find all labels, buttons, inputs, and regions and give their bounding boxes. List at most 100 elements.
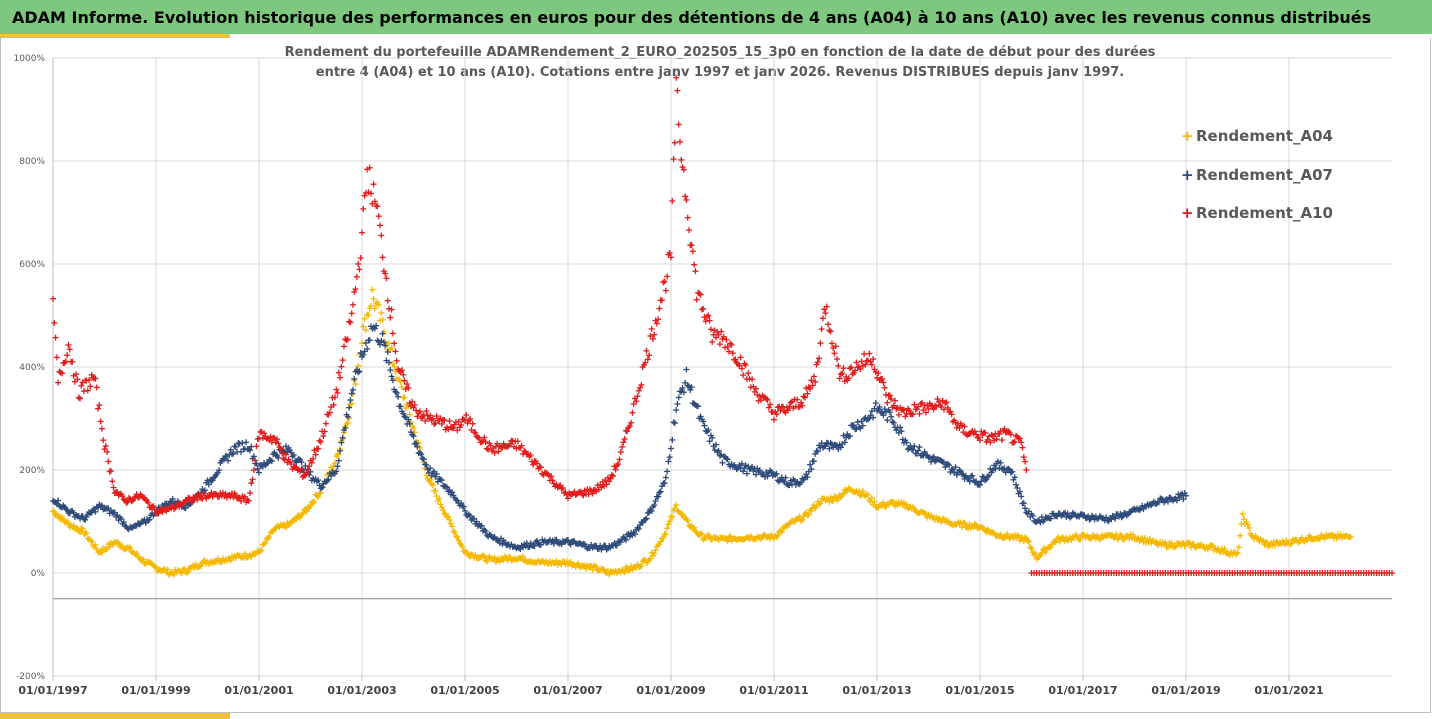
data-point-Rendement_A10: [861, 351, 868, 358]
data-point-Rendement_A10: [612, 466, 619, 473]
data-point-Rendement_A04: [691, 524, 698, 531]
data-point-Rendement_A04: [92, 541, 99, 548]
data-point-Rendement_A10: [702, 318, 709, 325]
data-point-Rendement_A10: [828, 340, 835, 347]
y-tick-label: 800%: [19, 157, 45, 167]
data-point-Rendement_A07: [432, 473, 439, 480]
data-point-Rendement_A10: [658, 297, 665, 304]
data-point-Rendement_A04: [369, 286, 376, 293]
data-point-Rendement_A10: [674, 87, 681, 94]
x-tick-label: 01/01/2009: [636, 684, 705, 697]
data-point-Rendement_A10: [98, 425, 105, 432]
data-point-Rendement_A07: [356, 368, 363, 375]
data-point-Rendement_A07: [344, 413, 351, 420]
data-point-Rendement_A04: [692, 528, 699, 535]
data-point-Rendement_A04: [441, 510, 448, 517]
data-point-Rendement_A04: [379, 316, 386, 323]
x-tick-label: 01/01/2005: [430, 684, 499, 697]
data-point-Rendement_A04: [429, 482, 436, 489]
data-point-Rendement_A04: [662, 531, 669, 538]
data-point-Rendement_A04: [437, 501, 444, 508]
data-point-Rendement_A10: [322, 420, 329, 427]
data-point-Rendement_A10: [902, 413, 909, 420]
data-point-Rendement_A10: [688, 242, 695, 249]
data-point-Rendement_A04: [299, 510, 306, 517]
data-point-Rendement_A10: [998, 437, 1005, 444]
data-point-Rendement_A04: [127, 544, 134, 551]
data-point-Rendement_A10: [64, 352, 71, 359]
data-point-Rendement_A04: [459, 543, 466, 550]
data-point-Rendement_A04: [440, 506, 447, 513]
data-point-Rendement_A07: [675, 394, 682, 401]
data-point-Rendement_A04: [1237, 532, 1244, 539]
data-point-Rendement_A04: [114, 539, 121, 546]
data-point-Rendement_A10: [249, 476, 256, 483]
data-point-Rendement_A04: [262, 539, 269, 546]
data-point-Rendement_A07: [347, 397, 354, 404]
data-point-Rendement_A07: [118, 515, 125, 522]
data-point-Rendement_A07: [701, 422, 708, 429]
data-point-Rendement_A04: [297, 514, 304, 521]
data-point-Rendement_A04: [519, 553, 526, 560]
data-point-Rendement_A04: [303, 508, 310, 515]
x-tick-label: 01/01/2003: [327, 684, 396, 697]
data-point-Rendement_A07: [146, 516, 153, 523]
data-point-Rendement_A10: [320, 433, 327, 440]
data-point-Rendement_A10: [50, 295, 56, 302]
data-point-Rendement_A10: [620, 439, 627, 446]
data-point-Rendement_A04: [831, 493, 838, 500]
data-point-Rendement_A04: [265, 534, 272, 541]
data-point-Rendement_A10: [69, 358, 76, 365]
data-point-Rendement_A07: [275, 454, 282, 461]
data-point-Rendement_A07: [79, 513, 86, 520]
data-point-Rendement_A10: [716, 341, 723, 348]
data-point-Rendement_A10: [840, 365, 847, 372]
data-point-Rendement_A04: [697, 530, 704, 537]
data-point-Rendement_A04: [115, 540, 122, 547]
data-point-Rendement_A07: [373, 322, 380, 329]
data-point-Rendement_A07: [386, 359, 393, 366]
data-point-Rendement_A10: [65, 341, 72, 348]
legend-marker: +: [1181, 204, 1194, 222]
data-point-Rendement_A04: [1235, 544, 1242, 551]
data-point-Rendement_A10: [834, 356, 841, 363]
data-point-Rendement_A07: [225, 457, 232, 464]
data-point-Rendement_A04: [989, 529, 996, 536]
data-point-Rendement_A07: [64, 507, 71, 514]
data-point-Rendement_A04: [1022, 534, 1029, 541]
data-point-Rendement_A10: [57, 369, 64, 376]
data-point-Rendement_A10: [745, 370, 752, 377]
data-point-Rendement_A04: [389, 360, 396, 367]
data-point-Rendement_A04: [1038, 549, 1045, 556]
data-point-Rendement_A10: [693, 296, 700, 303]
data-point-Rendement_A10: [619, 443, 626, 450]
data-point-Rendement_A04: [859, 488, 866, 495]
data-point-Rendement_A07: [334, 463, 341, 470]
data-point-Rendement_A04: [480, 552, 487, 559]
data-point-Rendement_A04: [365, 311, 372, 318]
y-tick-label: 1000%: [14, 54, 46, 64]
data-point-Rendement_A10: [839, 370, 846, 377]
data-point-Rendement_A04: [362, 327, 369, 334]
data-point-Rendement_A04: [971, 520, 978, 527]
data-point-Rendement_A07: [382, 342, 389, 349]
data-point-Rendement_A10: [675, 121, 682, 128]
data-point-Rendement_A10: [881, 384, 888, 391]
data-point-Rendement_A04: [1298, 534, 1305, 541]
data-point-Rendement_A04: [134, 553, 141, 560]
data-point-Rendement_A10: [740, 372, 747, 379]
legend-item-Rendement_A10: + Rendement_A10: [1181, 204, 1333, 222]
data-point-Rendement_A04: [964, 524, 971, 531]
data-point-Rendement_A07: [389, 377, 396, 384]
data-point-Rendement_A07: [315, 477, 322, 484]
data-point-Rendement_A04: [1028, 545, 1035, 552]
data-point-Rendement_A10: [787, 399, 794, 406]
data-point-Rendement_A10: [256, 435, 262, 442]
data-point-Rendement_A10: [246, 489, 253, 496]
data-point-Rendement_A10: [837, 371, 844, 378]
y-tick-label: 600%: [19, 260, 45, 270]
data-point-Rendement_A10: [483, 445, 490, 452]
data-point-Rendement_A10: [648, 325, 655, 332]
data-point-Rendement_A07: [92, 508, 99, 515]
data-point-Rendement_A10: [393, 357, 400, 364]
